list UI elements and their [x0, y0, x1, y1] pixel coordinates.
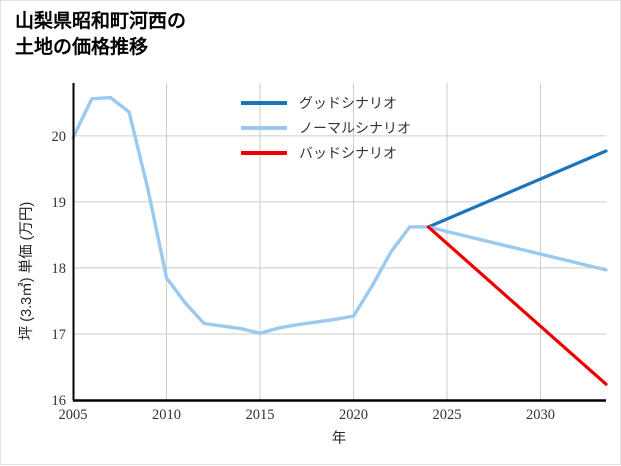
x-tick-label: 2025	[433, 407, 462, 423]
chart-title: 山梨県昭和町河西の 土地の価格推移	[15, 9, 186, 61]
series-line-0	[426, 149, 608, 229]
y-tick-label: 19	[52, 195, 67, 211]
x-axis-label: 年	[332, 430, 347, 447]
axes-group	[72, 83, 606, 402]
series-line-2	[426, 225, 608, 386]
x-tick-label: 2020	[339, 407, 368, 423]
series-line-1	[71, 95, 608, 335]
x-tick-label: 2010	[152, 407, 181, 423]
y-axis-label: 坪 (3.3㎡) 単価 (万円)	[18, 202, 35, 341]
x-tick-label: 2005	[59, 407, 88, 423]
legend-label-2: バッドシナリオ	[299, 147, 397, 162]
chart-title-line-2: 土地の価格推移	[15, 37, 149, 58]
data-series-group	[71, 95, 608, 386]
chart-title-line-1: 山梨県昭和町河西の	[15, 11, 187, 32]
legend-label-1: ノーマルシナリオ	[299, 122, 411, 137]
x-tick-label: 2015	[246, 407, 275, 423]
y-tick-labels-group: 16 17 18 19 20	[52, 129, 67, 409]
y-tick-label: 20	[52, 129, 67, 145]
y-tick-label: 17	[52, 327, 67, 343]
x-tick-labels-group: 2005 2010 2015 2020 2025 2030	[59, 407, 556, 423]
y-tick-label: 16	[52, 393, 67, 409]
x-tick-label: 2030	[526, 407, 555, 423]
gridlines-group	[73, 83, 606, 400]
y-tick-label: 18	[52, 261, 67, 277]
legend-label-0: グッドシナリオ	[299, 96, 397, 112]
